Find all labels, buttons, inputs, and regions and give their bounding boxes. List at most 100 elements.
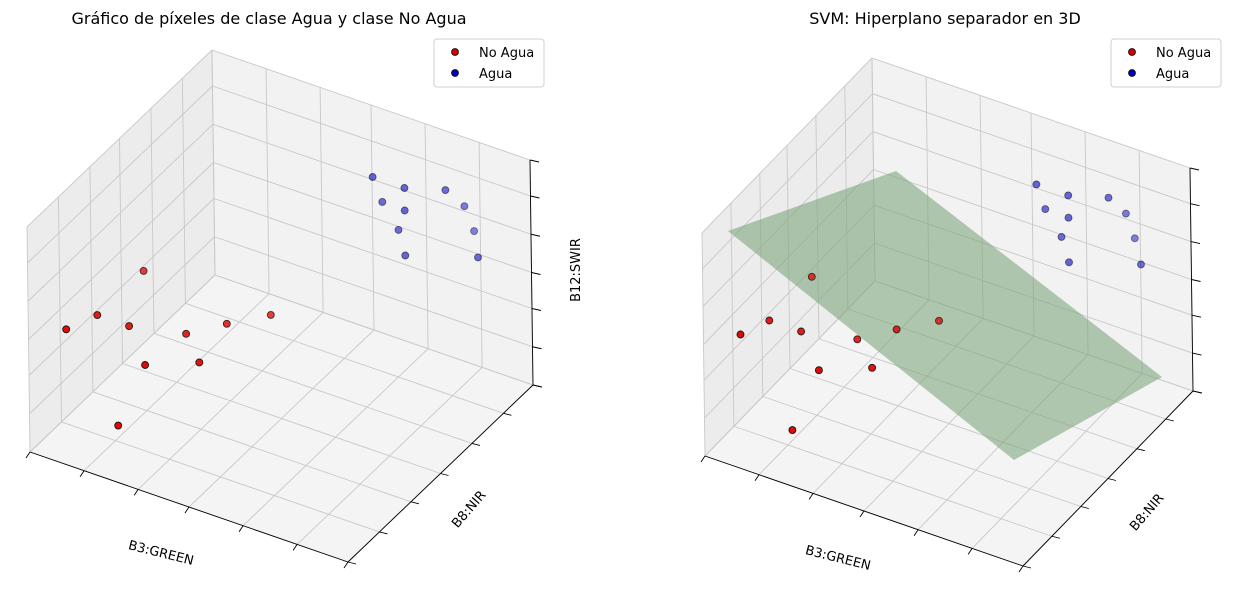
right-x-tick (755, 475, 759, 481)
left-legend-label-agua: Agua (479, 67, 512, 82)
right-y-tick (1108, 479, 1116, 481)
left-z-tick (532, 347, 541, 349)
right-z-tick (1192, 315, 1201, 317)
left-point-no-agua (126, 323, 133, 330)
right-point-agua (1122, 210, 1129, 217)
left-z-tick (530, 160, 539, 162)
left-point-agua (401, 207, 408, 214)
right-3d-axes: SVM: Hiperplano separador en 3D B3:GREEN… (701, 9, 1221, 574)
left-x-tick (134, 489, 138, 495)
left-y-tick (441, 474, 449, 476)
left-z-tick (532, 273, 541, 275)
left-x-tick (239, 526, 243, 532)
right-point-agua (1138, 261, 1145, 268)
left-point-agua (471, 228, 478, 235)
right-x-tick (968, 548, 972, 554)
right-x-tick (914, 530, 918, 536)
left-y-tick (379, 532, 387, 534)
left-3d-axes: Gráfico de píxeles de clase Agua y clase… (26, 9, 584, 569)
left-point-no-agua (115, 422, 122, 429)
right-legend-label-agua: Agua (1156, 67, 1189, 82)
left-z-tick (531, 234, 540, 236)
left-x-tick (185, 507, 189, 513)
left-point-agua (475, 254, 482, 261)
left-point-no-agua (223, 320, 230, 327)
left-x-tick (344, 562, 348, 568)
right-y-tick (1193, 391, 1201, 393)
right-point-agua (1042, 206, 1049, 213)
left-y-tick (348, 562, 356, 564)
left-x-tick (26, 452, 30, 458)
right-z-tick (1190, 168, 1199, 170)
left-point-no-agua (183, 330, 190, 337)
right-point-agua (1065, 214, 1072, 221)
right-x-tick (809, 493, 813, 499)
left-legend: No Agua Agua (434, 39, 544, 87)
right-point-no-agua (737, 331, 744, 338)
left-legend-marker-no-agua (452, 49, 459, 56)
left-point-agua (402, 252, 409, 259)
left-x-tick (293, 544, 297, 550)
right-legend-marker-no-agua (1129, 49, 1136, 56)
right-y-tick (1166, 419, 1174, 421)
right-x-tick (701, 456, 705, 462)
right-point-no-agua (893, 326, 900, 333)
left-legend-label-no-agua: No Agua (479, 46, 534, 61)
right-legend-label-no-agua: No Agua (1156, 46, 1211, 61)
left-point-no-agua (63, 326, 70, 333)
right-point-no-agua (854, 336, 861, 343)
right-chart-title: SVM: Hiperplano separador en 3D (809, 9, 1081, 28)
right-y-tick (1137, 449, 1145, 451)
right-point-agua (1065, 192, 1072, 199)
left-point-no-agua (94, 312, 101, 319)
right-xlabel: B3:GREEN (804, 543, 872, 574)
left-xlabel: B3:GREEN (127, 538, 195, 569)
left-chart-title: Gráfico de píxeles de clase Agua y clase… (71, 9, 466, 28)
left-point-no-agua (142, 362, 149, 369)
left-ylabel: B8:NIR (449, 488, 489, 531)
right-z-tick (1192, 280, 1201, 282)
right-z-tick (1191, 242, 1200, 244)
right-point-agua (1033, 181, 1040, 188)
left-z-tick (530, 196, 539, 198)
right-point-no-agua (936, 317, 943, 324)
left-point-agua (401, 185, 408, 192)
right-point-no-agua (789, 427, 796, 434)
right-y-tick (1023, 566, 1031, 568)
left-zlabel: B12:SWIR (569, 238, 584, 302)
left-x-tick (80, 471, 84, 477)
right-point-agua (1066, 259, 1073, 266)
right-legend-marker-agua (1129, 70, 1136, 77)
right-x-tick (860, 511, 864, 517)
left-point-agua (442, 187, 449, 194)
left-panes (27, 50, 533, 562)
left-point-no-agua (140, 267, 147, 274)
right-z-tick (1192, 353, 1201, 355)
right-point-agua (1131, 235, 1138, 242)
left-y-tick (503, 413, 511, 415)
left-y-tick (472, 443, 480, 445)
left-point-agua (369, 174, 376, 181)
right-point-no-agua (815, 367, 822, 374)
right-y-tick (1081, 507, 1089, 509)
right-y-tick (1052, 536, 1060, 538)
right-legend: No Agua Agua (1111, 39, 1221, 87)
right-x-tick (1019, 566, 1023, 572)
right-ylabel: B8:NIR (1127, 491, 1167, 534)
right-point-agua (1105, 194, 1112, 201)
right-point-no-agua (869, 364, 876, 371)
left-z-tick (532, 309, 541, 311)
right-point-no-agua (808, 273, 815, 280)
left-point-agua (379, 198, 386, 205)
left-point-no-agua (196, 359, 203, 366)
left-point-agua (461, 203, 468, 210)
right-point-no-agua (766, 317, 773, 324)
left-legend-marker-agua (452, 70, 459, 77)
left-y-tick (411, 502, 419, 504)
right-point-agua (1058, 233, 1065, 240)
left-point-no-agua (267, 311, 274, 318)
right-z-tick (1190, 204, 1199, 206)
left-point-agua (395, 226, 402, 233)
left-y-tick (533, 385, 541, 387)
